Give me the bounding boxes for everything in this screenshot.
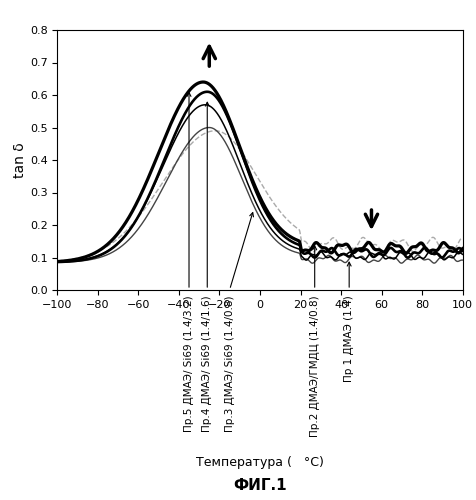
Text: Пр.5 ДМАЭ/ Si69 (1.4/3.2): Пр.5 ДМАЭ/ Si69 (1.4/3.2) — [184, 295, 194, 432]
Y-axis label: tan δ: tan δ — [13, 142, 27, 178]
Text: Пр.3 ДМАЭ/ Si69 (1.4/0.8): Пр.3 ДМАЭ/ Si69 (1.4/0.8) — [224, 295, 234, 432]
Text: Пр 1 ДМАЭ (1.4): Пр 1 ДМАЭ (1.4) — [343, 295, 354, 382]
Text: Температура (   °C): Температура ( °C) — [196, 456, 323, 469]
Text: ФИГ.1: ФИГ.1 — [233, 478, 286, 492]
Text: Пр.2 ДМАЭ/ГМДЦ (1.4/0.8): Пр.2 ДМАЭ/ГМДЦ (1.4/0.8) — [309, 295, 319, 436]
Text: Пр.4 ДМАЭ/ Si69 (1.4/1.6): Пр.4 ДМАЭ/ Si69 (1.4/1.6) — [202, 295, 212, 432]
